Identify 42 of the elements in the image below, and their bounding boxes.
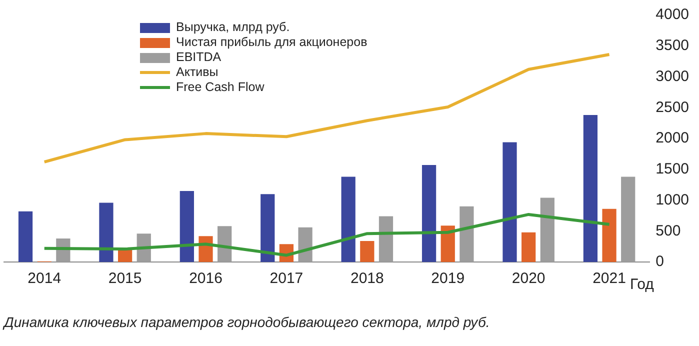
bar — [18, 211, 33, 262]
bar — [522, 232, 536, 262]
y-tick-label: 3000 — [656, 68, 690, 85]
bar — [460, 206, 474, 262]
bar — [180, 190, 194, 262]
x-tick-label: 2016 — [189, 270, 222, 288]
y-tick-label: 1000 — [656, 191, 690, 208]
bar — [422, 165, 436, 262]
y-tick-label: 2500 — [656, 98, 690, 116]
x-tick-label: 2014 — [28, 270, 62, 288]
y-tick-label: 1500 — [656, 160, 690, 178]
x-tick-label: 2018 — [350, 270, 384, 288]
bar — [360, 241, 374, 262]
bar — [502, 142, 517, 262]
x-tick-label: 2017 — [270, 270, 304, 288]
y-tick-label: 0 — [656, 253, 664, 270]
text: Динамика ключевых параметров горнодобывающего сектора, млрд руб. — [4, 314, 490, 330]
legend-label: Активы — [176, 65, 218, 80]
x-axis-title: Год — [630, 276, 654, 293]
y-tick-label: 500 — [656, 222, 681, 240]
x-tick-label: 2020 — [512, 270, 546, 288]
legend-label: Чистая прибыль для акционеров — [176, 35, 368, 50]
bar — [218, 226, 232, 262]
x-tick-label: 2019 — [431, 270, 465, 288]
legend-label: EBITDA — [176, 50, 222, 65]
bar — [298, 227, 312, 262]
bar — [341, 176, 356, 262]
bar — [99, 202, 114, 262]
bar — [378, 216, 394, 262]
legend-label: Free Cash Flow — [176, 80, 264, 95]
legend-label: Выручка, млрд руб. — [176, 20, 290, 35]
bar — [621, 176, 636, 262]
bar — [540, 198, 554, 262]
y-tick-label: 4000 — [656, 6, 690, 24]
bar — [583, 115, 598, 262]
y-tick-label: 2000 — [656, 130, 690, 147]
x-tick-label: 2021 — [592, 270, 626, 288]
bar — [602, 208, 616, 262]
bar — [440, 226, 455, 262]
bar — [260, 194, 275, 262]
x-tick-label: 2015 — [108, 270, 142, 288]
y-tick-label: 3500 — [656, 37, 690, 54]
